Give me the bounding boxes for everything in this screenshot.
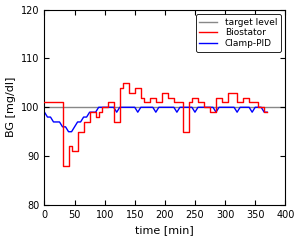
Biostator [121,81,124,84]
Clamp-PID [97,106,101,109]
Biostator [43,101,46,104]
Clamp-PID [67,130,70,133]
Biostator [266,111,269,114]
Clamp-PID [223,106,227,109]
Biostator [226,91,230,94]
Biostator [232,91,236,94]
Clamp-PID [266,111,269,114]
Clamp-PID [247,106,251,109]
Legend: target level, Biostator, Clamp-PID: target level, Biostator, Clamp-PID [196,14,281,52]
Line: Biostator: Biostator [44,83,267,166]
Clamp-PID [232,106,236,109]
Clamp-PID [217,106,221,109]
Clamp-PID [43,111,46,114]
Y-axis label: BG [mg/dl]: BG [mg/dl] [6,77,16,137]
Biostator [223,101,227,104]
target level [43,106,46,109]
X-axis label: time [min]: time [min] [136,225,194,235]
Biostator [64,165,67,167]
Biostator [61,165,64,167]
Clamp-PID [226,106,230,109]
Biostator [247,101,251,104]
Biostator [217,96,221,99]
target level [43,106,47,109]
Line: Clamp-PID: Clamp-PID [44,107,267,132]
Clamp-PID [61,125,64,128]
